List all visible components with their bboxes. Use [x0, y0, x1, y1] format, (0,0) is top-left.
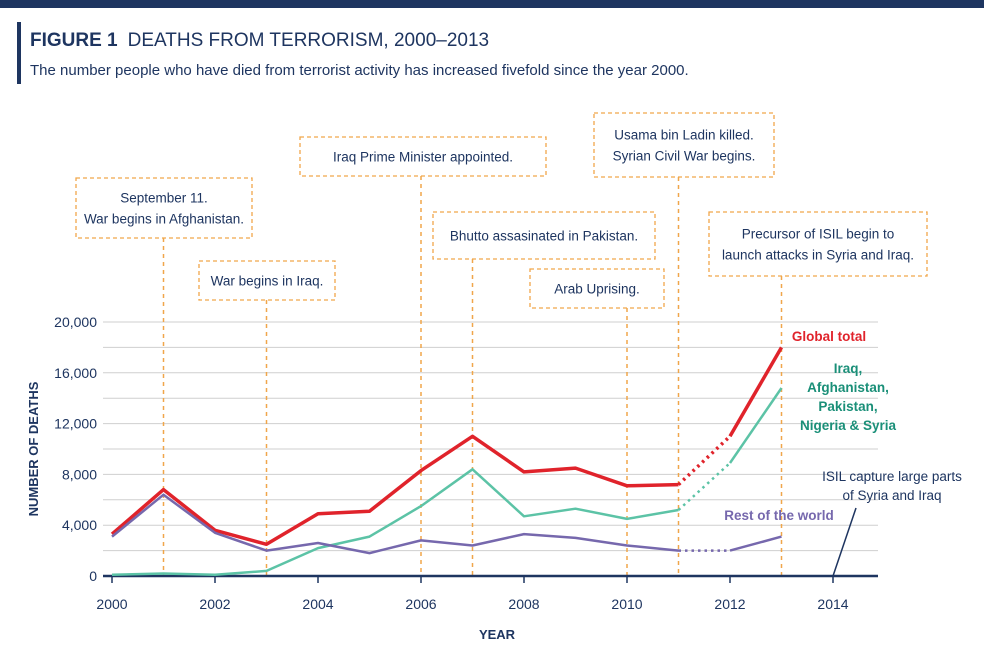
x-tick-label: 2002 — [199, 596, 230, 612]
figure-subtitle: The number people who have died from ter… — [30, 62, 689, 79]
annotation-text: War begins in Iraq. — [211, 274, 324, 289]
annotation-text: Usama bin Ladin killed. — [614, 128, 754, 143]
series-line — [728, 387, 783, 464]
title-accent-bar — [17, 22, 21, 84]
series-line — [111, 493, 679, 555]
series-line — [111, 468, 679, 576]
series-label: Pakistan, — [818, 399, 877, 414]
series-label: Global total — [792, 329, 866, 344]
annotation-box — [75, 177, 253, 239]
annotation-text: Arab Uprising. — [554, 282, 640, 297]
series-label: Iraq, — [834, 361, 863, 376]
series-lines — [110, 346, 784, 576]
note-text: ISIL capture large parts — [822, 469, 962, 484]
x-tick-label: 2008 — [508, 596, 539, 612]
x-tick-label: 2000 — [96, 596, 127, 612]
note-text: of Syria and Iraq — [842, 488, 941, 503]
y-tick-label: 16,000 — [54, 365, 97, 381]
annotation-text: Syrian Civil War begins. — [613, 149, 756, 164]
series-line-projected — [677, 435, 732, 486]
annotation-text: launch attacks in Syria and Iraq. — [722, 248, 914, 263]
event-annotations: September 11. War begins in Afghanistan. W… — [75, 112, 928, 576]
annotation-text: War begins in Afghanistan. — [84, 212, 244, 227]
figure-title-text: DEATHS FROM TERRORISM, 2000–2013 — [127, 30, 490, 51]
annotation-text: Precursor of ISIL begin to — [742, 227, 895, 242]
note-leader-line — [832, 507, 857, 577]
x-tick-label: 2006 — [405, 596, 436, 612]
series-labels: Global total Iraq, Afghanistan, Pakistan, Ni… — [724, 329, 962, 577]
series-line — [729, 535, 782, 552]
figure-label: FIGURE 1 — [30, 30, 118, 51]
top-accent-bar — [0, 0, 984, 8]
y-tick-label: 12,000 — [54, 416, 97, 432]
annotation-text: September 11. — [120, 191, 208, 206]
annotation-box — [529, 268, 665, 309]
y-tick-label: 0 — [89, 568, 97, 584]
annotation-box — [198, 260, 336, 301]
annotation-text: Bhutto assasinated in Pakistan. — [450, 229, 638, 244]
y-tick-label: 20,000 — [54, 314, 97, 330]
axes: 0 4,000 8,000 12,000 16,000 20,000 2000 2002 200… — [54, 314, 878, 612]
figure-title: FIGURE 1 DEATHS FROM TERRORISM, 2000–2013 — [30, 30, 489, 52]
y-axis-title: NUMBER OF DEATHS — [26, 381, 41, 516]
x-tick-label: 2012 — [714, 596, 745, 612]
annotation-box — [593, 112, 775, 178]
series-label: Afghanistan, — [807, 380, 889, 395]
x-tick-label: 2004 — [302, 596, 333, 612]
series-label: Nigeria & Syria — [800, 418, 897, 433]
x-tick-label: 2014 — [817, 596, 848, 612]
annotation-box — [432, 211, 656, 260]
series-label: Rest of the world — [724, 508, 834, 523]
annotation-text: Iraq Prime Minister appointed. — [333, 150, 513, 165]
y-tick-label: 4,000 — [62, 517, 97, 533]
x-axis-title: YEAR — [479, 627, 516, 642]
x-tick-label: 2010 — [611, 596, 642, 612]
y-tick-label: 8,000 — [62, 466, 97, 482]
series-line — [110, 434, 679, 547]
series-line-projected — [677, 462, 731, 511]
annotation-box — [708, 211, 928, 277]
series-line — [728, 346, 784, 438]
annotation-box — [299, 136, 547, 177]
